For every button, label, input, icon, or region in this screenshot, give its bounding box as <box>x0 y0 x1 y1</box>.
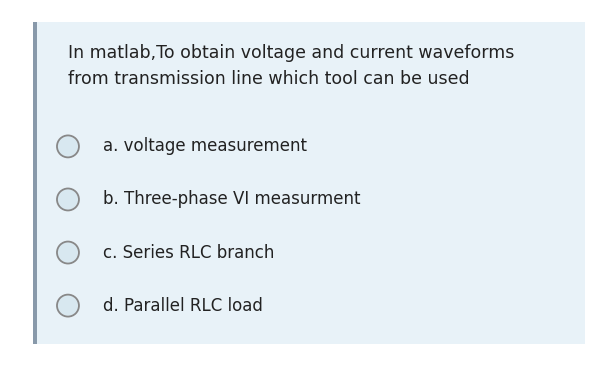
Ellipse shape <box>57 295 79 317</box>
Text: a. voltage measurement: a. voltage measurement <box>103 137 307 156</box>
Ellipse shape <box>57 135 79 157</box>
Text: c. Series RLC branch: c. Series RLC branch <box>103 243 275 262</box>
Ellipse shape <box>57 188 79 210</box>
Text: b. Three-phase VI measurment: b. Three-phase VI measurment <box>103 190 361 209</box>
Ellipse shape <box>57 242 79 264</box>
Text: In matlab,To obtain voltage and current waveforms
from transmission line which t: In matlab,To obtain voltage and current … <box>68 44 514 88</box>
Text: d. Parallel RLC load: d. Parallel RLC load <box>103 296 264 315</box>
